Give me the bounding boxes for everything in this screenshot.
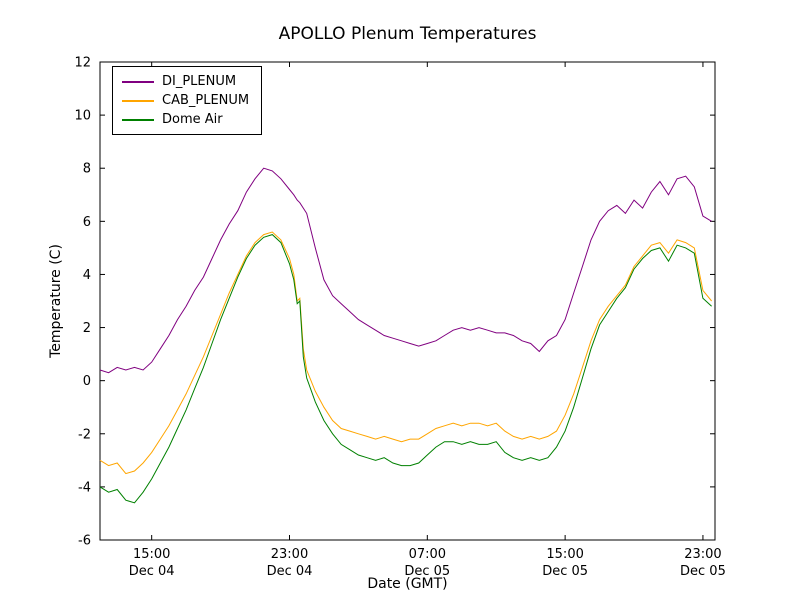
svg-text:0: 0 <box>83 374 91 389</box>
legend-label: CAB_PLENUM <box>162 93 250 108</box>
svg-text:Dec 05: Dec 05 <box>680 564 726 579</box>
x-axis-label: Date (GMT) <box>367 576 448 592</box>
svg-text:-6: -6 <box>78 534 91 549</box>
svg-text:-4: -4 <box>78 480 91 495</box>
svg-text:6: 6 <box>83 215 91 230</box>
svg-text:15:00: 15:00 <box>546 547 583 562</box>
svg-text:-2: -2 <box>78 427 91 442</box>
svg-text:23:00: 23:00 <box>271 547 308 562</box>
legend-label: DI_PLENUM <box>162 74 237 89</box>
chart-title: APOLLO Plenum Temperatures <box>278 24 537 44</box>
legend-item: DI_PLENUM <box>122 72 249 91</box>
svg-text:Dec 05: Dec 05 <box>542 564 588 579</box>
legend-line-sample <box>122 99 154 102</box>
legend-item: CAB_PLENUM <box>122 91 249 110</box>
svg-text:4: 4 <box>83 268 91 283</box>
legend-line-sample <box>122 80 154 83</box>
svg-text:8: 8 <box>83 162 91 177</box>
svg-text:15:00: 15:00 <box>133 547 170 562</box>
svg-text:Dec 04: Dec 04 <box>267 564 313 579</box>
legend-line-sample <box>122 118 154 121</box>
legend-label: Dome Air <box>162 112 223 127</box>
svg-text:Dec 05: Dec 05 <box>404 564 450 579</box>
legend-item: Dome Air <box>122 110 249 129</box>
svg-text:Dec 04: Dec 04 <box>129 564 175 579</box>
svg-text:2: 2 <box>83 321 91 336</box>
svg-text:07:00: 07:00 <box>409 547 446 562</box>
legend: DI_PLENUM CAB_PLENUM Dome Air <box>112 66 263 135</box>
svg-text:10: 10 <box>74 109 91 124</box>
svg-text:12: 12 <box>74 56 91 71</box>
svg-text:23:00: 23:00 <box>684 547 721 562</box>
